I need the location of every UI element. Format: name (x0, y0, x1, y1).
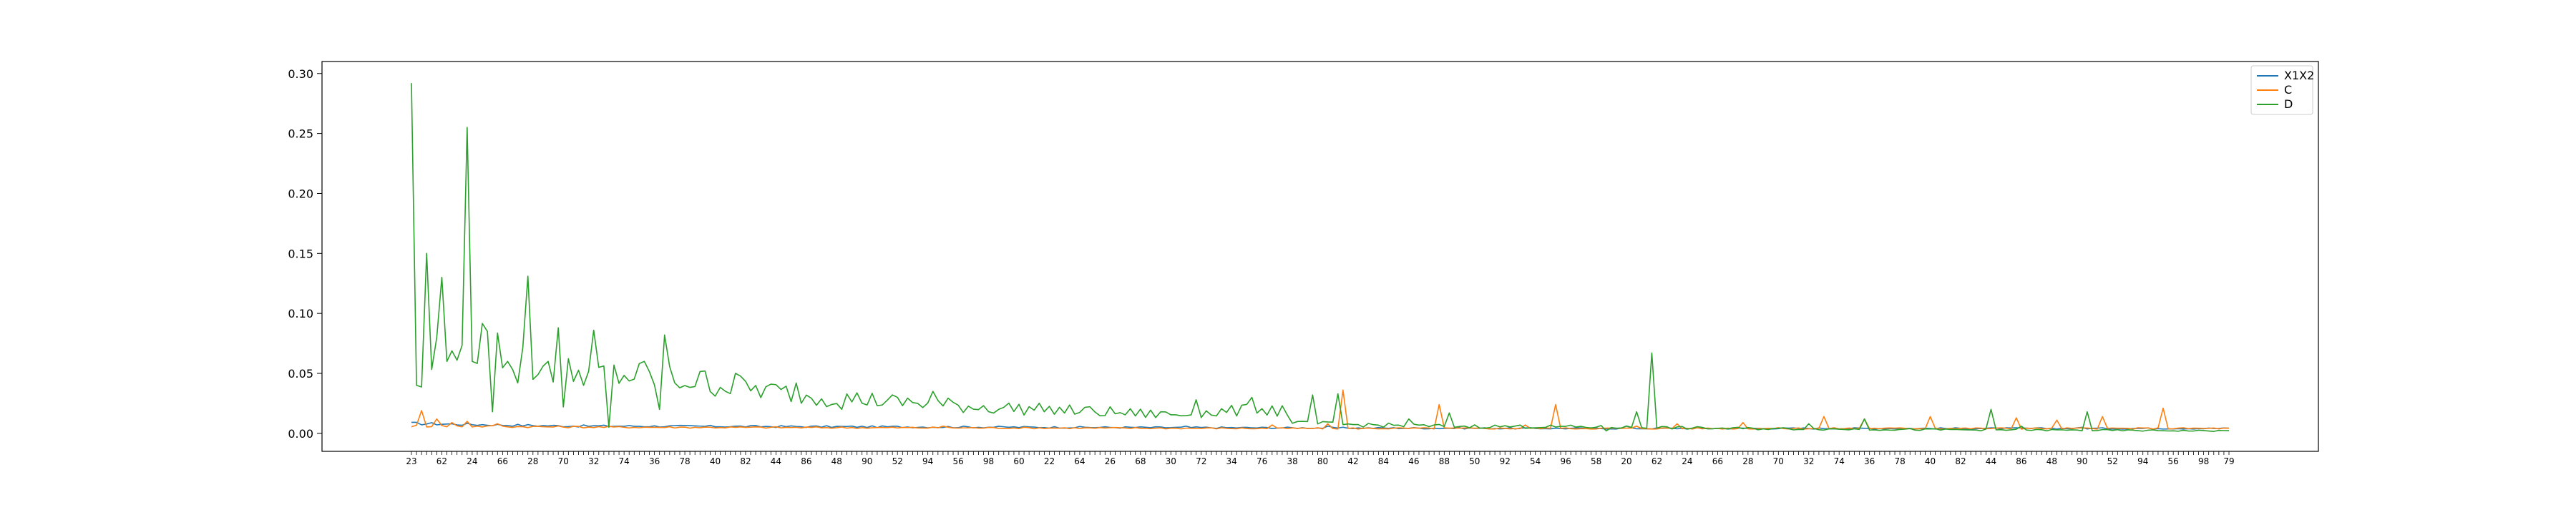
x-tick-label: 98 (2198, 456, 2209, 466)
x-tick-label: 46 (1408, 456, 1419, 466)
x-tick-label: 56 (952, 456, 963, 466)
x-tick-label: 42 (1347, 456, 1358, 466)
x-tick-label: 52 (892, 456, 903, 466)
x-tick-label: 28 (1742, 456, 1753, 466)
legend-box (2250, 65, 2313, 115)
x-axis: 23 62 24 66 28 70 32 74 36 78 40 82 44 86 48 90 52 94 56 98… (406, 451, 2235, 466)
x-tick-label: 23 (406, 456, 416, 466)
x-tick-label: 80 (1317, 456, 1328, 466)
x-tick-label: 34 (1226, 456, 1237, 466)
legend-label-c: C (2284, 83, 2292, 97)
y-axis: 0.00 0.05 0.10 0.15 0.20 0.25 0.30 (288, 67, 322, 441)
x-tick-label: 70 (558, 456, 569, 466)
x-tick-label: 26 (1105, 456, 1116, 466)
x-tick-label: 48 (2046, 456, 2057, 466)
legend-label-d: D (2284, 97, 2293, 111)
x-tick-label: 78 (679, 456, 690, 466)
x-tick-label: 56 (2168, 456, 2179, 466)
x-tick-label: 62 (436, 456, 447, 466)
x-tick-label: 76 (1257, 456, 1267, 466)
x-tick-label: 70 (1773, 456, 1784, 466)
x-tick-label: 38 (1287, 456, 1297, 466)
x-tick-label: 60 (1013, 456, 1024, 466)
x-tick-label: 92 (1500, 456, 1511, 466)
x-tick-label: 32 (588, 456, 599, 466)
y-tick-label: 0.30 (288, 67, 313, 81)
x-tick-label: 58 (1591, 456, 1601, 466)
x-tick-label: 98 (983, 456, 994, 466)
x-tick-label: 68 (1135, 456, 1146, 466)
y-tick-label: 0.25 (288, 127, 313, 141)
series-layer (411, 83, 2230, 432)
x-tick-label: 78 (1894, 456, 1905, 466)
x-tick-label: 94 (922, 456, 933, 466)
y-tick-label: 0.15 (288, 247, 313, 260)
x-tick-label: 62 (1652, 456, 1662, 466)
x-tick-label: 40 (1925, 456, 1936, 466)
x-tick-label: 82 (1955, 456, 1966, 466)
x-tick-label: 74 (1834, 456, 1845, 466)
series-line-c (411, 389, 2230, 430)
x-tick-label: 90 (862, 456, 872, 466)
x-tick-label: 94 (2137, 456, 2148, 466)
plot-frame (321, 61, 2319, 452)
x-tick-label: 74 (619, 456, 630, 466)
legend: X1X2 C D (2250, 65, 2314, 115)
x-tick-label: 90 (2077, 456, 2087, 466)
x-tick-label: 88 (1439, 456, 1450, 466)
x-tick-label: 28 (527, 456, 538, 466)
x-tick-label: 86 (2016, 456, 2026, 466)
x-tick-label: 79 (2223, 456, 2234, 466)
x-tick-label: 96 (1561, 456, 1571, 466)
x-tick-label: 36 (1864, 456, 1875, 466)
legend-label-x1x2: X1X2 (2284, 69, 2314, 82)
x-tick-label: 44 (771, 456, 781, 466)
x-tick-label: 30 (1166, 456, 1176, 466)
x-tick-label: 86 (801, 456, 811, 466)
x-tick-label: 84 (1378, 456, 1389, 466)
x-tick-label: 32 (1803, 456, 1814, 466)
x-tick-label: 22 (1044, 456, 1055, 466)
x-tick-label: 64 (1074, 456, 1085, 466)
x-tick-label: 20 (1621, 456, 1631, 466)
y-tick-label: 0.05 (288, 367, 313, 381)
x-tick-label: 44 (1986, 456, 1996, 466)
x-tick-label: 50 (1469, 456, 1480, 466)
x-tick-label: 40 (710, 456, 721, 466)
y-tick-label: 0.00 (288, 427, 313, 441)
x-tick-label: 82 (740, 456, 751, 466)
x-tick-label: 72 (1196, 456, 1206, 466)
x-tick-label: 48 (831, 456, 842, 466)
series-line-d (411, 83, 2230, 432)
x-tick-label: 52 (2107, 456, 2118, 466)
x-tick-label: 54 (1530, 456, 1541, 466)
x-tick-label: 24 (1682, 456, 1692, 466)
x-tick-label: 66 (1712, 456, 1723, 466)
y-tick-label: 0.10 (288, 307, 313, 320)
x-tick-label: 36 (649, 456, 660, 466)
x-tick-label: 24 (467, 456, 477, 466)
x-tick-label: 66 (497, 456, 508, 466)
y-tick-label: 0.20 (288, 187, 313, 200)
